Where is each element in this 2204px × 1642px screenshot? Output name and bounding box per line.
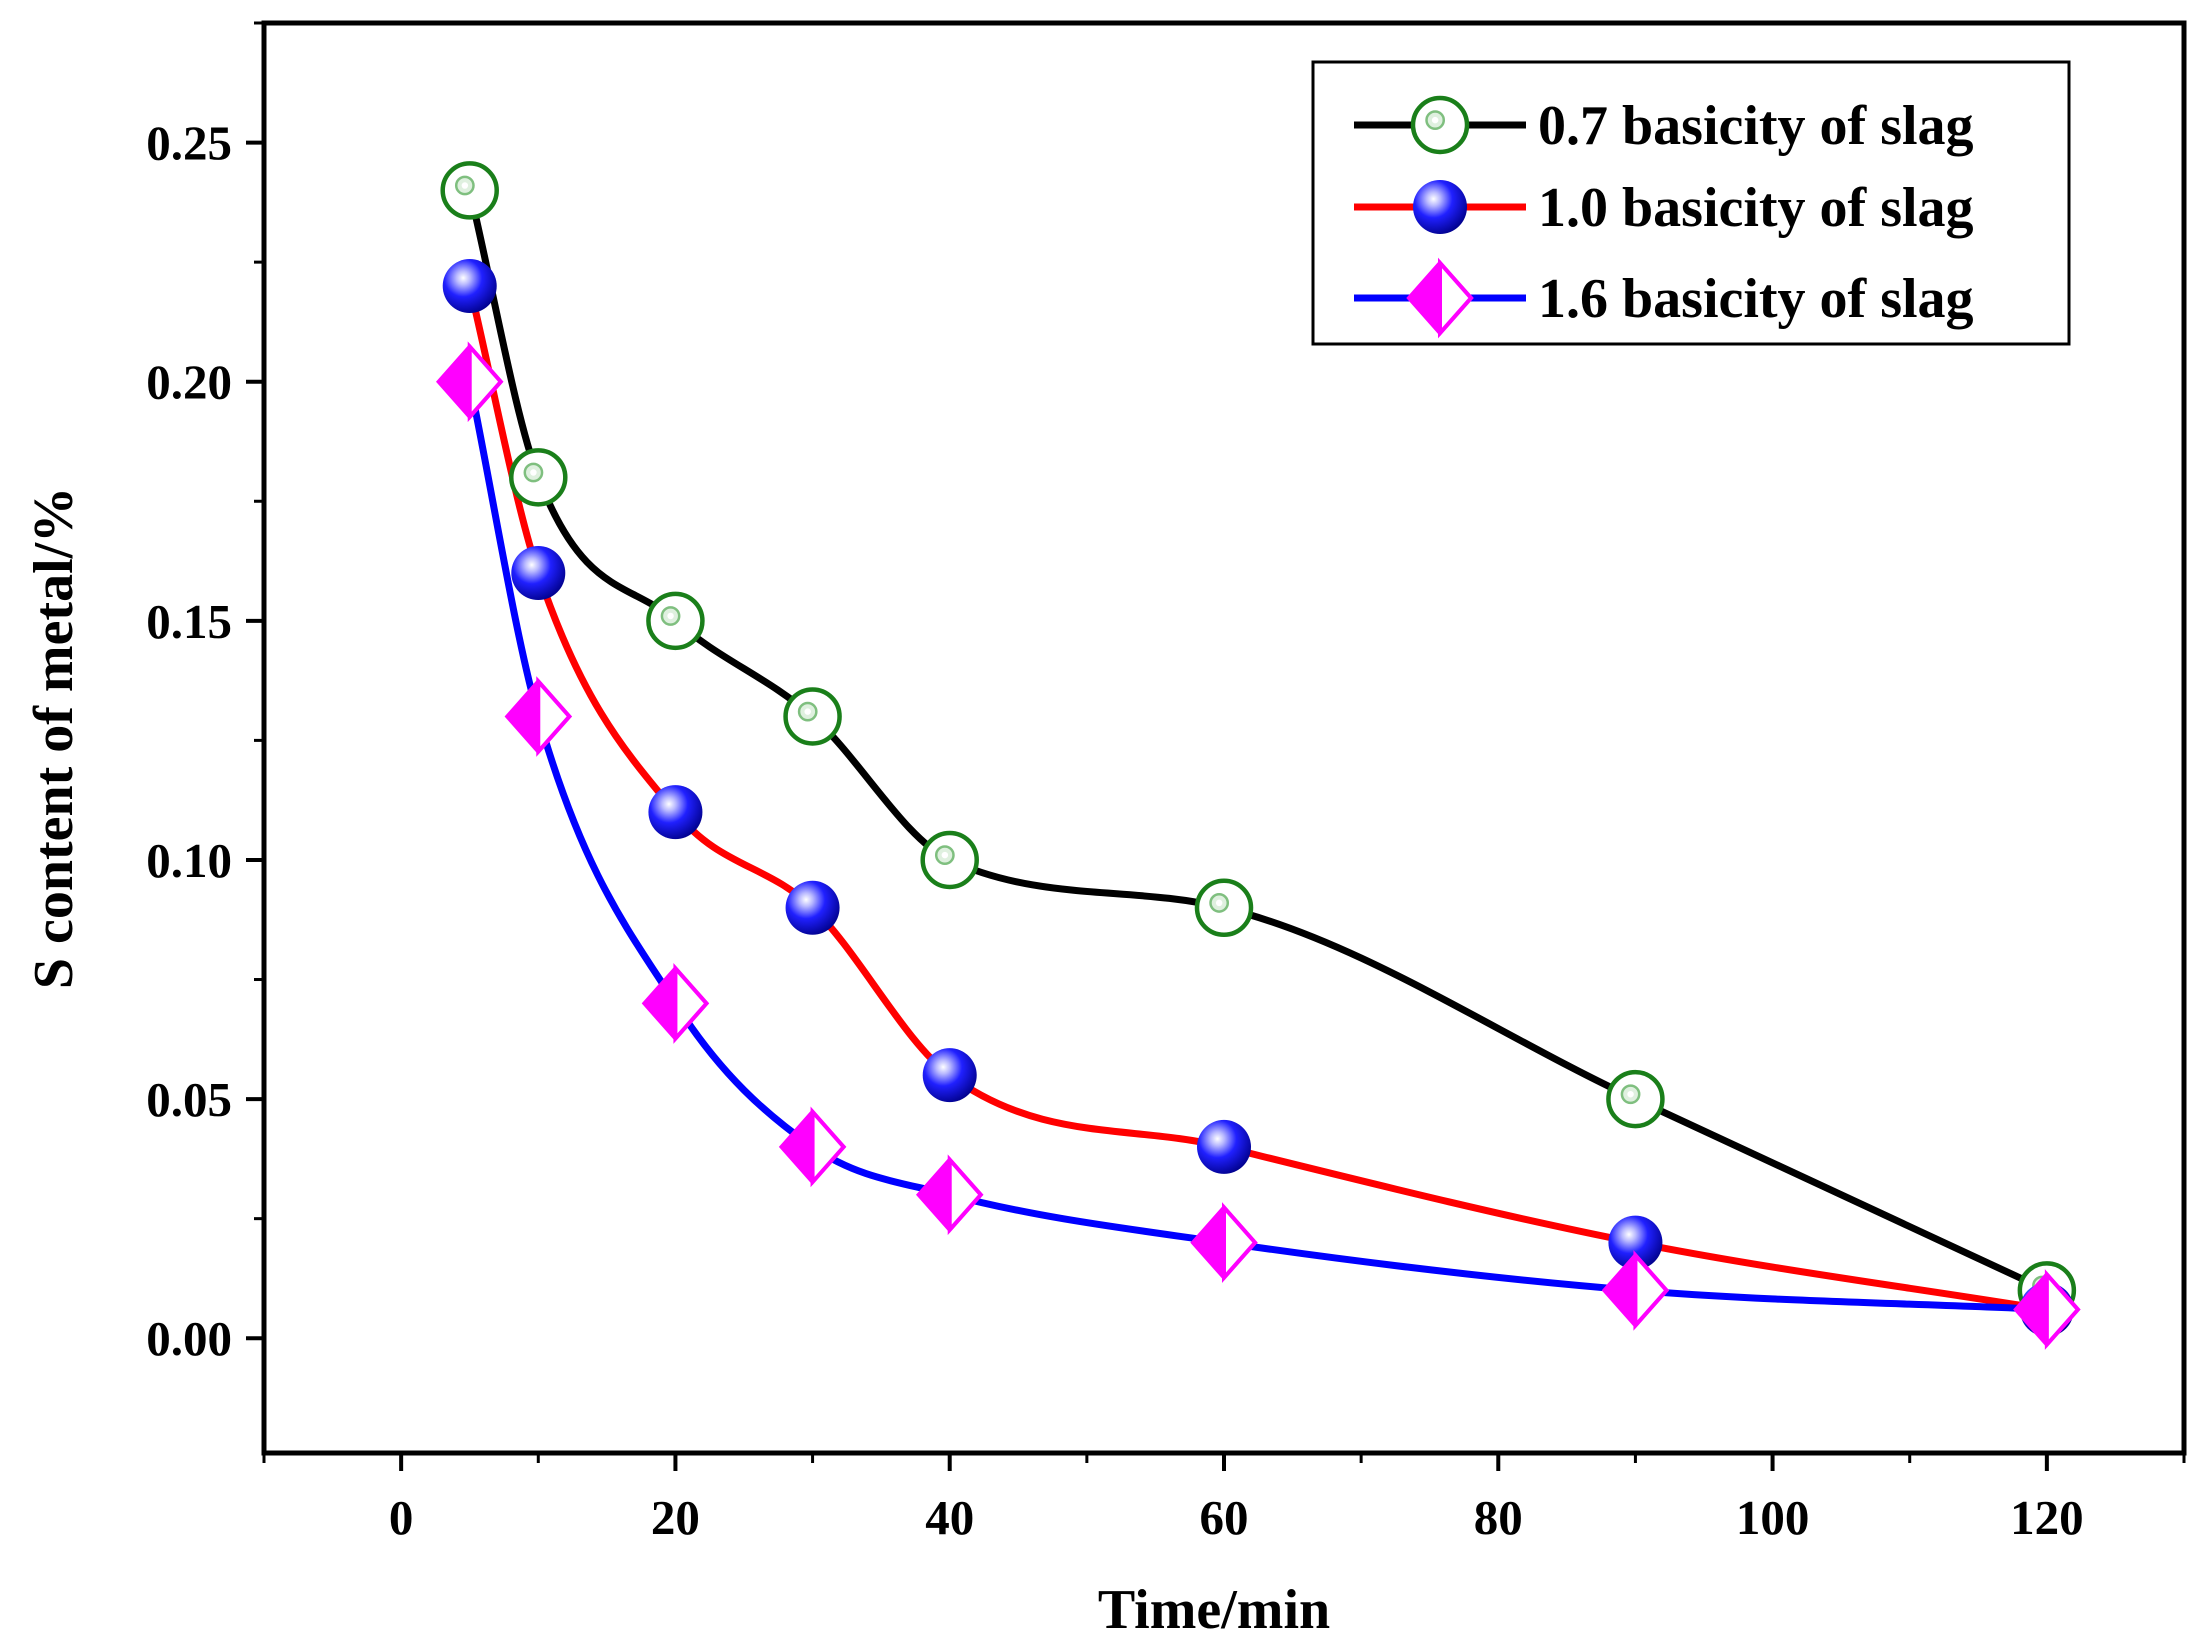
legend-marker (1406, 257, 1474, 339)
x-axis-label: Time/min (1098, 1579, 1330, 1641)
legend-label: 1.6 basicity of slag (1538, 268, 1974, 330)
data-point-series-1 (440, 161, 499, 220)
data-point-series-3 (915, 1154, 984, 1236)
data-point-series-2 (785, 880, 840, 935)
data-point-series-1 (509, 448, 568, 507)
data-point-series-2 (511, 546, 566, 600)
x-axis-tick-labels: 0 20 40 60 80 100 120 (389, 1490, 2084, 1545)
y-tick-label: 0.00 (146, 1311, 232, 1366)
data-point-series-3 (1601, 1250, 1670, 1331)
y-tick-label: 0.05 (146, 1072, 232, 1127)
x-tick-label: 80 (1474, 1490, 1523, 1545)
legend-item-2: 1.0 basicity of slag (1354, 177, 1974, 239)
x-tick-label: 100 (1736, 1490, 1810, 1545)
x-tick-label: 60 (1200, 1490, 1249, 1545)
x-tick-label: 0 (389, 1490, 414, 1545)
data-point-series-1 (783, 687, 842, 746)
series-line-2 (466, 282, 2051, 1313)
legend-label: 1.0 basicity of slag (1538, 177, 1974, 239)
data-point-series-3 (778, 1106, 847, 1188)
y-axis-label: S content of metal/% (23, 487, 85, 989)
data-point-series-3 (435, 341, 504, 423)
legend-marker (1413, 180, 1467, 234)
data-point-series-2 (1197, 1119, 1251, 1174)
data-point-series-3 (2013, 1269, 2081, 1350)
legend-marker (1410, 95, 1470, 155)
y-tick-label: 0.25 (146, 116, 232, 171)
data-point-series-1 (1194, 878, 1254, 938)
x-tick-label: 20 (651, 1490, 700, 1545)
legend-item-3: 1.6 basicity of slag (1354, 257, 1974, 339)
data-point-series-1 (920, 830, 979, 890)
plot-area (246, 20, 2187, 1471)
data-point-series-3 (641, 963, 710, 1044)
legend-item-1: 0.7 basicity of slag (1354, 95, 1974, 157)
y-axis-tick-labels: 0.00 0.05 0.10 0.15 0.20 0.25 (146, 116, 232, 1367)
series-markers (435, 161, 2081, 1350)
x-axis-ticks (262, 1453, 2186, 1471)
data-point-series-2 (442, 259, 497, 314)
data-point-series-2 (648, 785, 703, 840)
data-point-series-3 (504, 676, 573, 757)
y-tick-label: 0.20 (146, 355, 232, 410)
data-point-series-1 (1606, 1069, 1665, 1129)
y-axis-ticks (246, 21, 264, 1341)
y-tick-label: 0.10 (146, 833, 232, 888)
data-point-series-2 (922, 1048, 977, 1103)
data-point-series-2 (1608, 1215, 1663, 1270)
series-lines (466, 186, 2051, 1313)
x-tick-label: 120 (2010, 1490, 2084, 1545)
legend-label: 0.7 basicity of slag (1538, 95, 1974, 157)
series-line-1 (466, 186, 2051, 1294)
y-tick-label: 0.15 (146, 594, 232, 649)
data-point-series-1 (646, 591, 705, 651)
data-point-series-3 (1190, 1202, 1258, 1283)
x-tick-label: 40 (925, 1490, 974, 1545)
legend: 0.7 basicity of slag 1.0 basicity of slag… (1311, 60, 2071, 346)
